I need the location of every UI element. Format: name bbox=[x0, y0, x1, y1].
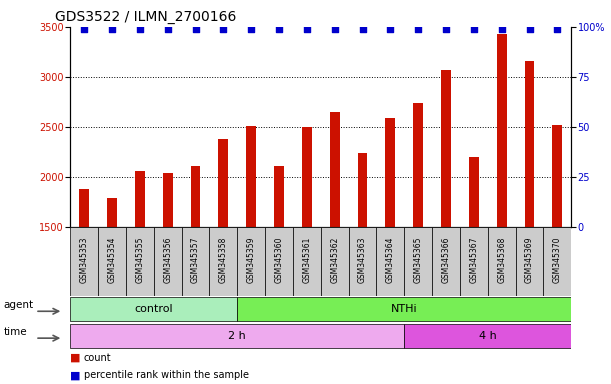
Bar bbox=[70, 297, 237, 321]
Text: control: control bbox=[134, 304, 173, 314]
Bar bbox=[469, 157, 479, 227]
Text: GSM345360: GSM345360 bbox=[274, 237, 284, 283]
Bar bbox=[302, 127, 312, 227]
Point bbox=[107, 26, 117, 32]
Text: GSM345354: GSM345354 bbox=[108, 237, 117, 283]
Text: GSM345358: GSM345358 bbox=[219, 237, 228, 283]
Text: GSM345363: GSM345363 bbox=[358, 237, 367, 283]
Bar bbox=[70, 227, 98, 296]
Bar bbox=[432, 227, 460, 296]
Bar bbox=[98, 227, 126, 296]
Text: ■: ■ bbox=[70, 370, 81, 381]
Point bbox=[302, 26, 312, 32]
Point bbox=[246, 26, 256, 32]
Bar bbox=[181, 227, 210, 296]
Bar bbox=[70, 324, 404, 348]
Bar bbox=[404, 324, 571, 348]
Text: GSM345362: GSM345362 bbox=[330, 237, 339, 283]
Bar bbox=[497, 34, 507, 227]
Point bbox=[357, 26, 367, 32]
Point bbox=[330, 26, 340, 32]
Text: GSM345357: GSM345357 bbox=[191, 237, 200, 283]
Bar bbox=[386, 118, 395, 227]
Point bbox=[469, 26, 479, 32]
Bar bbox=[265, 227, 293, 296]
Bar bbox=[376, 227, 404, 296]
Point bbox=[552, 26, 562, 32]
Point bbox=[274, 26, 284, 32]
Text: GSM345364: GSM345364 bbox=[386, 237, 395, 283]
Bar bbox=[274, 166, 284, 227]
Text: GSM345367: GSM345367 bbox=[469, 237, 478, 283]
Point bbox=[413, 26, 423, 32]
Bar bbox=[404, 227, 432, 296]
Text: agent: agent bbox=[4, 300, 34, 310]
Text: GSM345366: GSM345366 bbox=[442, 237, 450, 283]
Bar bbox=[219, 139, 229, 227]
Bar bbox=[135, 170, 145, 227]
Text: GSM345359: GSM345359 bbox=[247, 237, 255, 283]
Bar bbox=[460, 227, 488, 296]
Text: GSM345369: GSM345369 bbox=[525, 237, 534, 283]
Text: ■: ■ bbox=[70, 353, 81, 363]
Text: GSM345368: GSM345368 bbox=[497, 237, 506, 283]
Bar bbox=[246, 126, 256, 227]
Point bbox=[163, 26, 172, 32]
Point bbox=[219, 26, 229, 32]
Text: GSM345353: GSM345353 bbox=[79, 237, 89, 283]
Bar bbox=[126, 227, 154, 296]
Bar bbox=[330, 112, 340, 227]
Bar bbox=[237, 297, 571, 321]
Bar bbox=[349, 227, 376, 296]
Bar bbox=[163, 173, 172, 227]
Text: time: time bbox=[4, 327, 27, 337]
Text: GSM345361: GSM345361 bbox=[302, 237, 312, 283]
Bar bbox=[79, 189, 89, 227]
Bar bbox=[107, 198, 117, 227]
Bar bbox=[488, 227, 516, 296]
Text: GDS3522 / ILMN_2700166: GDS3522 / ILMN_2700166 bbox=[55, 10, 236, 25]
Text: GSM345365: GSM345365 bbox=[414, 237, 423, 283]
Text: percentile rank within the sample: percentile rank within the sample bbox=[84, 370, 249, 381]
Text: count: count bbox=[84, 353, 111, 363]
Bar bbox=[357, 153, 367, 227]
Bar bbox=[293, 227, 321, 296]
Point bbox=[497, 26, 507, 32]
Point bbox=[79, 26, 89, 32]
Bar bbox=[191, 166, 200, 227]
Bar bbox=[525, 61, 535, 227]
Point bbox=[191, 26, 200, 32]
Text: NTHi: NTHi bbox=[391, 304, 417, 314]
Bar bbox=[543, 227, 571, 296]
Bar bbox=[321, 227, 349, 296]
Text: 4 h: 4 h bbox=[479, 331, 497, 341]
Bar bbox=[413, 103, 423, 227]
Bar bbox=[210, 227, 237, 296]
Text: 2 h: 2 h bbox=[229, 331, 246, 341]
Text: GSM345355: GSM345355 bbox=[136, 237, 144, 283]
Point bbox=[386, 26, 395, 32]
Point bbox=[441, 26, 451, 32]
Point bbox=[135, 26, 145, 32]
Bar bbox=[154, 227, 181, 296]
Bar bbox=[237, 227, 265, 296]
Text: GSM345356: GSM345356 bbox=[163, 237, 172, 283]
Bar bbox=[516, 227, 543, 296]
Bar bbox=[552, 125, 562, 227]
Bar bbox=[441, 70, 451, 227]
Point bbox=[525, 26, 535, 32]
Text: GSM345370: GSM345370 bbox=[553, 237, 562, 283]
